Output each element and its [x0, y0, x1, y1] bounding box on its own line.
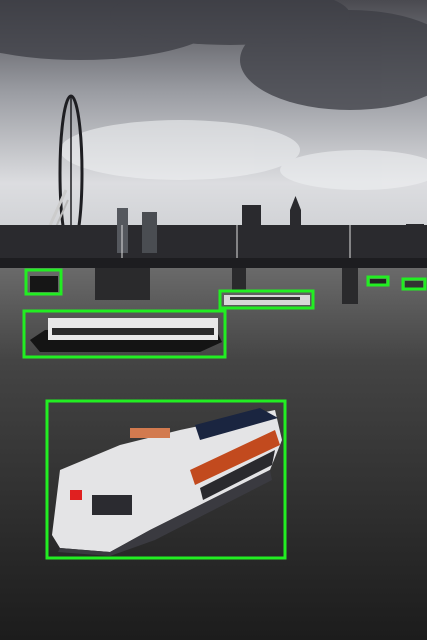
boat-windows [230, 297, 300, 300]
boat-tiny [370, 279, 386, 284]
detection-boxes [22, 268, 427, 560]
boat-stripe [190, 430, 280, 485]
tower [142, 212, 157, 253]
clouds [0, 0, 427, 110]
boat-tiny [405, 281, 423, 288]
boat-roof [130, 428, 170, 438]
bridge-deck [0, 258, 427, 268]
bounding-box [45, 399, 287, 560]
bounding-box [218, 289, 315, 310]
bounding-box [401, 277, 427, 291]
parliament-tower [242, 205, 261, 253]
big-ben [290, 210, 301, 253]
buildings [0, 225, 427, 263]
cloud [110, 0, 350, 45]
bridge-pier [95, 268, 150, 300]
building [406, 224, 424, 254]
bridge [0, 225, 427, 304]
boat-window [92, 495, 132, 515]
bounding-box [22, 309, 227, 359]
skyline [0, 196, 427, 263]
bridge-pier [342, 268, 358, 304]
bridge-cables [121, 225, 351, 258]
bounding-box [366, 275, 390, 287]
big-ben-spire [290, 196, 301, 210]
boat-hull [52, 410, 282, 552]
boat-windows [200, 450, 275, 500]
boat-hull [30, 276, 58, 292]
cloud [280, 150, 427, 190]
boat-small-left [30, 276, 58, 292]
boat-distant [224, 295, 310, 305]
boat-large [52, 408, 282, 556]
boat-windows [52, 328, 214, 335]
bridge-pier [232, 268, 246, 290]
bounding-box [24, 268, 63, 296]
cloud [60, 120, 300, 180]
boat-flag [70, 490, 82, 500]
boat-deck-seats [195, 408, 278, 440]
light-clouds [60, 120, 427, 190]
boat-middle [30, 318, 222, 352]
